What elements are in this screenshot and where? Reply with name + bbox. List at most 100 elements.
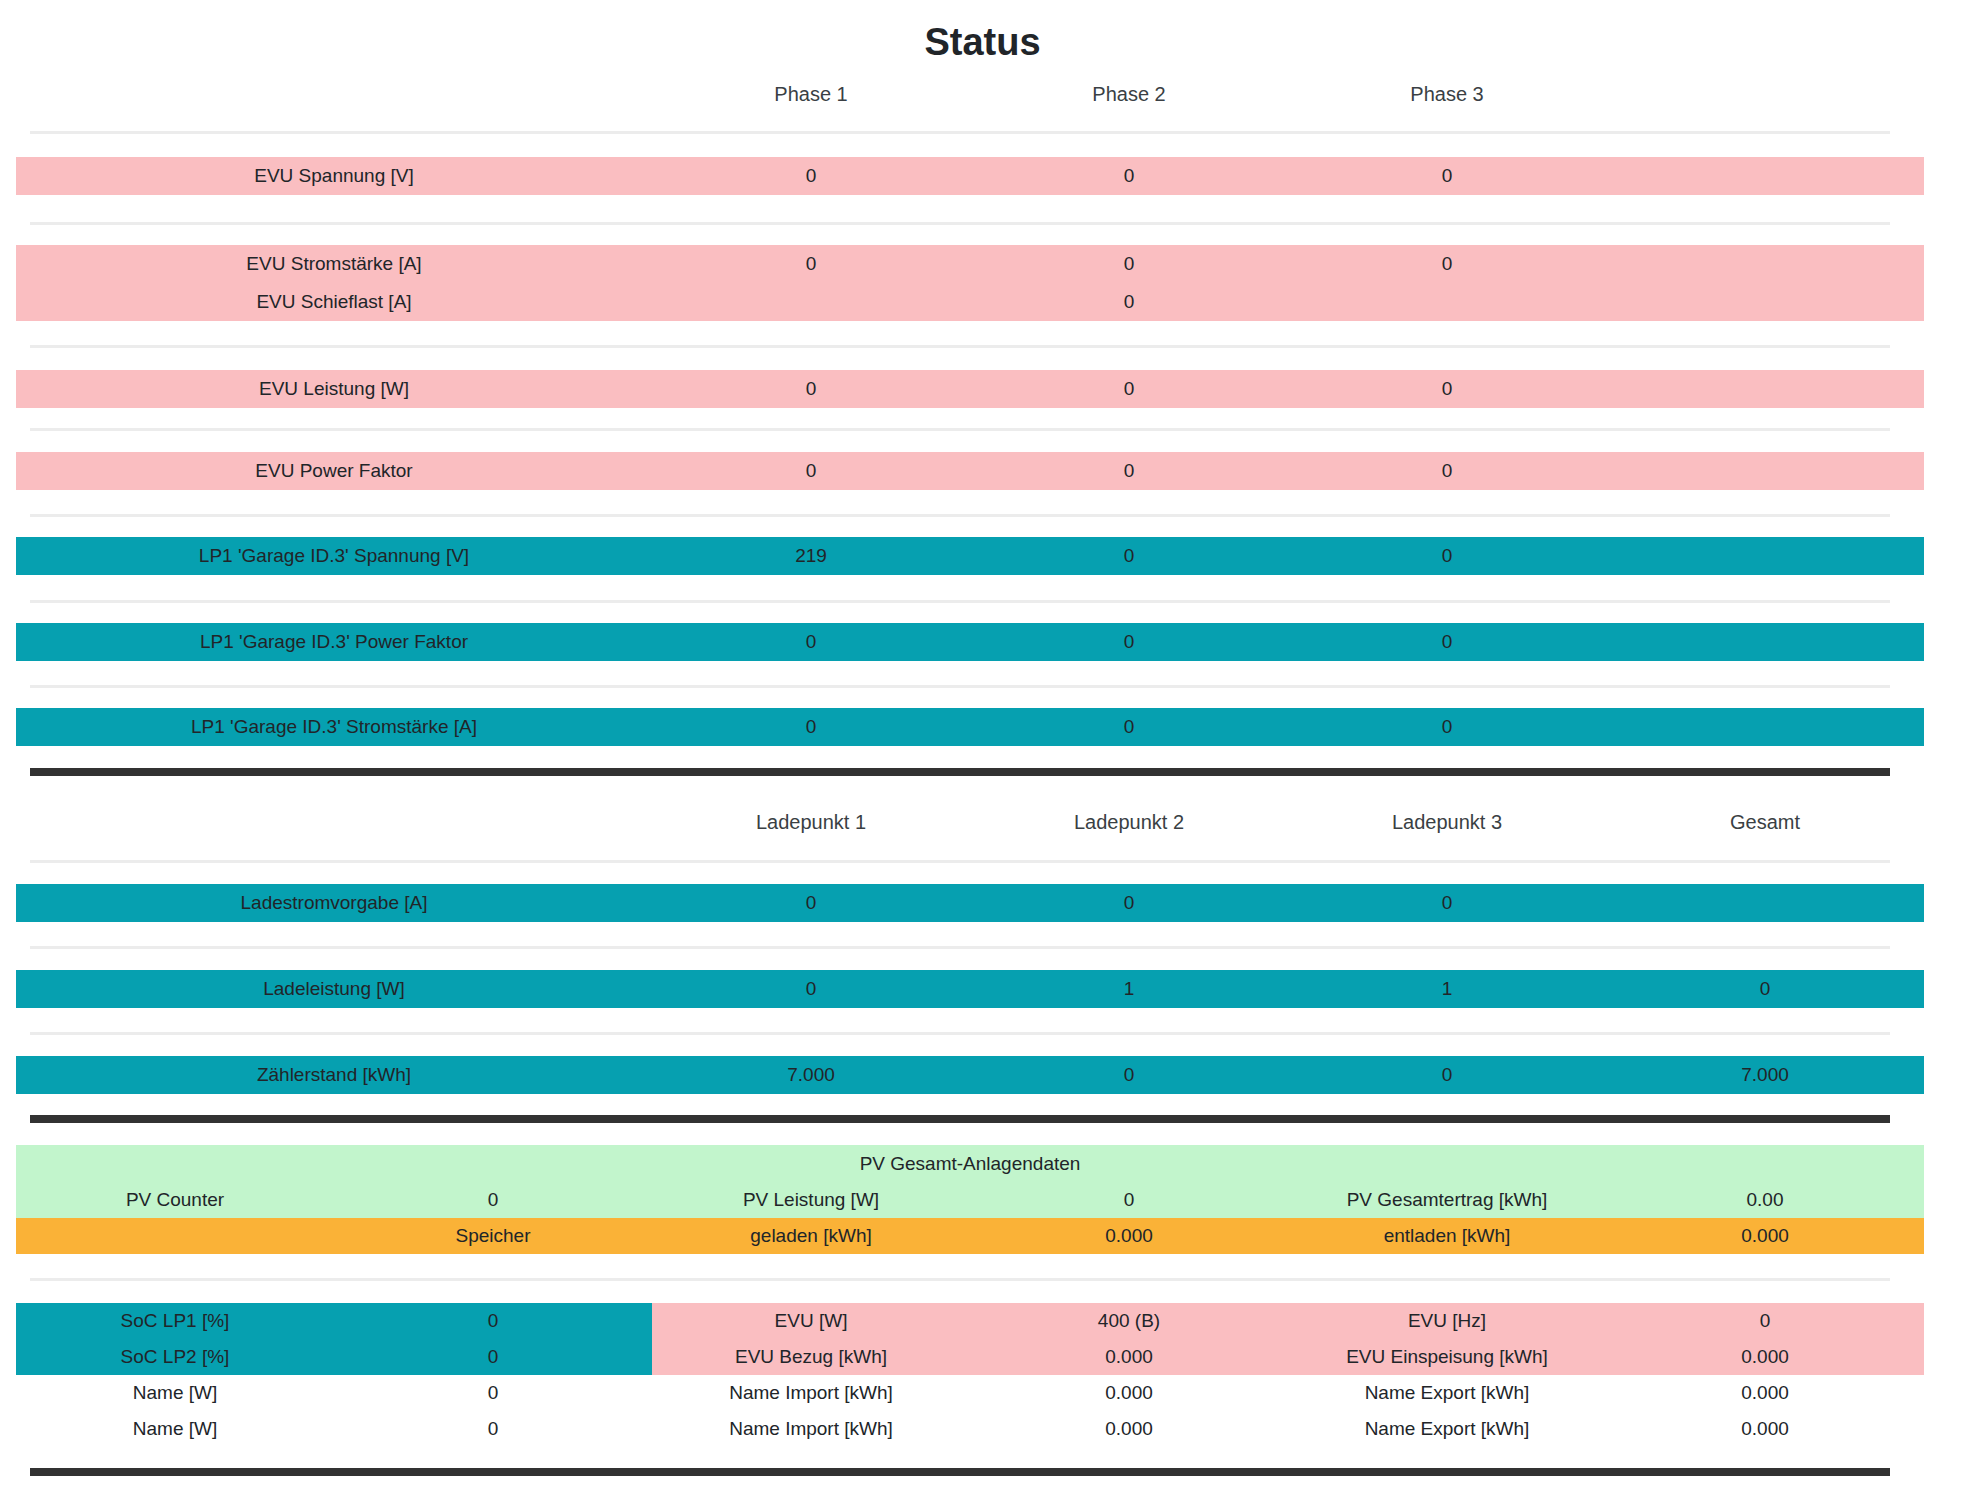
ladeleistung-lp2: 1	[970, 970, 1288, 1008]
device2-export-label: Name Export [kWh]	[1288, 1411, 1606, 1447]
ladepunkt3-header: Ladepunkt 3	[1288, 807, 1606, 837]
gesamt-header: Gesamt	[1606, 807, 1924, 837]
pv-leistung-label: PV Leistung [W]	[652, 1182, 970, 1218]
lp1-stromstaerke-p1: 0	[652, 708, 970, 746]
phase1-header: Phase 1	[652, 79, 970, 109]
pv-block-title: PV Gesamt-Anlagendaten	[16, 1145, 1924, 1182]
soc-lp2-label: SoC LP2 [%]	[16, 1339, 334, 1375]
divider-thin	[30, 514, 1890, 517]
evu-einspeisung-label: EVU Einspeisung [kWh]	[1288, 1339, 1606, 1375]
row-ladeleistung: Ladeleistung [W] 0 1 1 0	[16, 970, 1924, 1008]
divider-thin	[30, 222, 1890, 225]
soc-evu-block: SoC LP1 [%] 0 EVU [W] 400 (B) EVU [Hz] 0…	[16, 1303, 1924, 1447]
ladepunkt-header-row: Ladepunkt 1 Ladepunkt 2 Ladepunkt 3 Gesa…	[16, 807, 1924, 837]
evu-spannung-p3: 0	[1288, 157, 1606, 195]
lp1-spannung-p2: 0	[970, 537, 1288, 575]
evu-einspeisung-value: 0.000	[1606, 1339, 1924, 1375]
evu-power-faktor-p1: 0	[652, 452, 970, 490]
evu-power-faktor-p3: 0	[1288, 452, 1606, 490]
lp1-power-faktor-p3: 0	[1288, 623, 1606, 661]
ladestromvorgabe-lp1: 0	[652, 884, 970, 922]
ladepunkt2-header: Ladepunkt 2	[970, 807, 1288, 837]
evu-spannung-label: EVU Spannung [V]	[16, 157, 652, 195]
pv-ertrag-value: 0.00	[1606, 1182, 1924, 1218]
speicher-geladen-label: geladen [kWh]	[652, 1218, 970, 1254]
lp1-spannung-p1: 219	[652, 537, 970, 575]
pv-block: PV Gesamt-Anlagendaten PV Counter 0 PV L…	[16, 1145, 1924, 1218]
device1-import-value: 0.000	[970, 1375, 1288, 1411]
evu-hz-label: EVU [Hz]	[1288, 1303, 1606, 1339]
zaehlerstand-lp2: 0	[970, 1056, 1288, 1094]
evu-leistung-p2: 0	[970, 370, 1288, 408]
ladeleistung-lp3: 1	[1288, 970, 1606, 1008]
lp1-stromstaerke-label: LP1 'Garage ID.3' Stromstärke [A]	[16, 708, 652, 746]
divider-thin	[30, 860, 1890, 863]
phase3-header: Phase 3	[1288, 79, 1606, 109]
zaehlerstand-lp1: 7.000	[652, 1056, 970, 1094]
device-row-2: Name [W] 0 Name Import [kWh] 0.000 Name …	[16, 1411, 1924, 1447]
row-lp1-spannung: LP1 'Garage ID.3' Spannung [V] 219 0 0	[16, 537, 1924, 575]
divider-thick	[30, 768, 1890, 776]
ladestromvorgabe-label: Ladestromvorgabe [A]	[16, 884, 652, 922]
evu-schieflast-p2: 0	[970, 283, 1288, 321]
zaehlerstand-gesamt: 7.000	[1606, 1056, 1924, 1094]
device1-export-label: Name Export [kWh]	[1288, 1375, 1606, 1411]
divider-thin	[30, 131, 1890, 134]
ladeleistung-lp1: 0	[652, 970, 970, 1008]
evu-power-faktor-label: EVU Power Faktor	[16, 452, 652, 490]
lp1-power-faktor-p2: 0	[970, 623, 1288, 661]
ladeleistung-label: Ladeleistung [W]	[16, 970, 652, 1008]
speicher-entladen-label: entladen [kWh]	[1288, 1218, 1606, 1254]
ladepunkt1-header: Ladepunkt 1	[652, 807, 970, 837]
soc-lp1-label: SoC LP1 [%]	[16, 1303, 334, 1339]
device2-import-label: Name Import [kWh]	[652, 1411, 970, 1447]
divider-thin	[30, 685, 1890, 688]
divider-thin	[30, 946, 1890, 949]
device1-label: Name [W]	[16, 1375, 334, 1411]
pv-counter-value: 0	[334, 1182, 652, 1218]
status-page: Status Phase 1 Phase 2 Phase 3 EVU Spann…	[0, 0, 1965, 1489]
pv-leistung-value: 0	[970, 1182, 1288, 1218]
ladeleistung-gesamt: 0	[1606, 970, 1924, 1008]
soc-lp2-value: 0	[334, 1339, 652, 1375]
device-row-1: Name [W] 0 Name Import [kWh] 0.000 Name …	[16, 1375, 1924, 1411]
ladestromvorgabe-lp2: 0	[970, 884, 1288, 922]
device2-value: 0	[334, 1411, 652, 1447]
row-evu-spannung: EVU Spannung [V] 0 0 0	[16, 157, 1924, 195]
divider-thin	[30, 1032, 1890, 1035]
soc-lp1-value: 0	[334, 1303, 652, 1339]
zaehlerstand-label: Zählerstand [kWh]	[16, 1056, 652, 1094]
pv-ertrag-label: PV Gesamtertrag [kWh]	[1288, 1182, 1606, 1218]
row-lp1-stromstaerke: LP1 'Garage ID.3' Stromstärke [A] 0 0 0	[16, 708, 1924, 746]
pv-counter-label: PV Counter	[16, 1182, 334, 1218]
ladestromvorgabe-lp3: 0	[1288, 884, 1606, 922]
evu-bezug-value: 0.000	[970, 1339, 1288, 1375]
divider-thin	[30, 1278, 1890, 1281]
divider-thin	[30, 600, 1890, 603]
speicher-geladen-value: 0.000	[970, 1218, 1288, 1254]
evu-hz-value: 0	[1606, 1303, 1924, 1339]
evu-stromstaerke-p3: 0	[1288, 245, 1606, 283]
evu-leistung-p3: 0	[1288, 370, 1606, 408]
lp1-spannung-p3: 0	[1288, 537, 1606, 575]
evu-schieflast-label: EVU Schieflast [A]	[16, 283, 652, 321]
evu-power-faktor-p2: 0	[970, 452, 1288, 490]
lp1-spannung-label: LP1 'Garage ID.3' Spannung [V]	[16, 537, 652, 575]
speicher-label: Speicher	[334, 1218, 652, 1254]
device1-import-label: Name Import [kWh]	[652, 1375, 970, 1411]
evu-stromstaerke-label: EVU Stromstärke [A]	[16, 245, 652, 283]
row-ladestromvorgabe: Ladestromvorgabe [A] 0 0 0	[16, 884, 1924, 922]
row-lp1-power-faktor: LP1 'Garage ID.3' Power Faktor 0 0 0	[16, 623, 1924, 661]
evu-w-label: EVU [W]	[652, 1303, 970, 1339]
page-title: Status	[0, 14, 1965, 70]
evu-w-value: 400 (B)	[970, 1303, 1288, 1339]
evu-stromstaerke-p1: 0	[652, 245, 970, 283]
evu-leistung-p1: 0	[652, 370, 970, 408]
evu-bezug-label: EVU Bezug [kWh]	[652, 1339, 970, 1375]
lp1-stromstaerke-p3: 0	[1288, 708, 1606, 746]
phase-header-row: Phase 1 Phase 2 Phase 3	[16, 79, 1924, 109]
divider-thick	[30, 1468, 1890, 1476]
evu-leistung-label: EVU Leistung [W]	[16, 370, 652, 408]
speicher-entladen-value: 0.000	[1606, 1218, 1924, 1254]
device2-export-value: 0.000	[1606, 1411, 1924, 1447]
